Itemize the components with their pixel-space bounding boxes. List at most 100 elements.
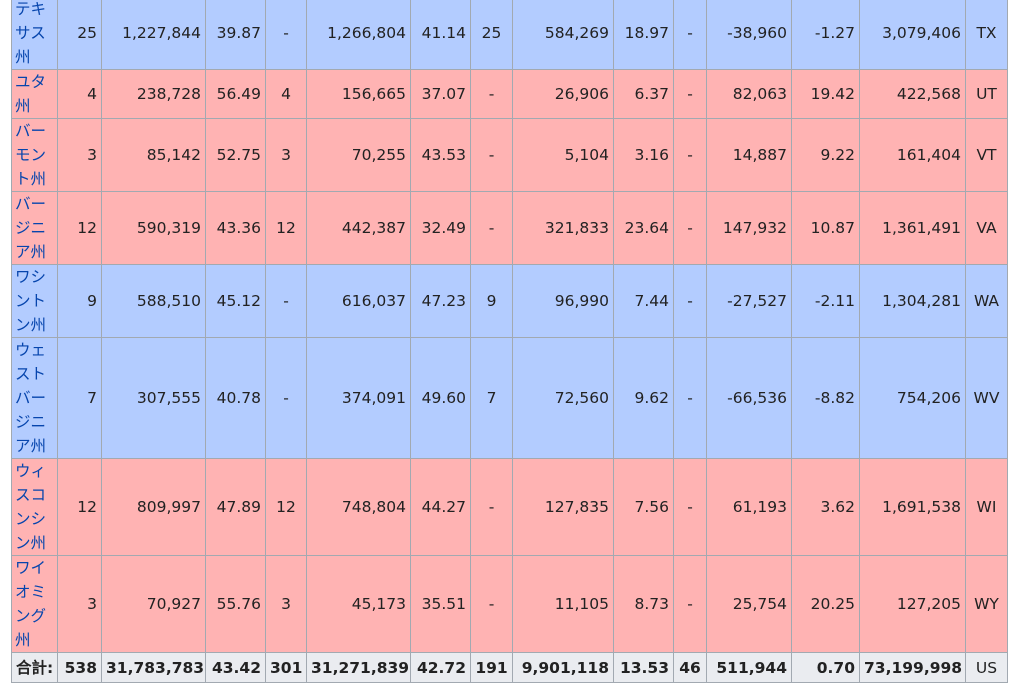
ev-o-cell: - [470, 458, 513, 556]
pct-r-cell: 43.36 [205, 191, 266, 265]
margin-pct-cell: -1.27 [791, 0, 860, 70]
pct-d-cell: 43.53 [410, 118, 471, 192]
ev-x-cell: - [673, 69, 707, 119]
ev-x-cell: - [673, 191, 707, 265]
totals-votes-d-cell: 31,271,839 [306, 652, 411, 683]
state-abbr-cell: WA [965, 264, 1008, 338]
state-abbr-cell: WY [965, 555, 1008, 653]
pct-d-cell: 35.51 [410, 555, 471, 653]
votes-o-cell: 584,269 [512, 0, 614, 70]
ev-x-cell: - [673, 118, 707, 192]
totals-margin-pct-cell: 0.70 [791, 652, 860, 683]
ev-r-cell: 25 [57, 0, 102, 70]
total-votes-cell: 754,206 [859, 337, 966, 459]
ev-d-cell: 4 [265, 69, 307, 119]
votes-r-cell: 70,927 [101, 555, 206, 653]
margin-pct-cell: -8.82 [791, 337, 860, 459]
state-link[interactable]: ワシントン州 [11, 264, 58, 338]
votes-o-cell: 72,560 [512, 337, 614, 459]
ev-x-cell: - [673, 264, 707, 338]
ev-r-cell: 9 [57, 264, 102, 338]
state-link[interactable]: ユタ州 [11, 69, 58, 119]
ev-x-cell: - [673, 555, 707, 653]
total-votes-cell: 1,361,491 [859, 191, 966, 265]
total-votes-cell: 1,304,281 [859, 264, 966, 338]
ev-x-cell: - [673, 458, 707, 556]
pct-o-cell: 7.56 [613, 458, 674, 556]
margin-cell: 14,887 [706, 118, 792, 192]
totals-ev-d-cell: 301 [265, 652, 307, 683]
ev-o-cell: - [470, 118, 513, 192]
ev-d-cell: 12 [265, 191, 307, 265]
ev-d-cell: 3 [265, 555, 307, 653]
votes-r-cell: 307,555 [101, 337, 206, 459]
votes-d-cell: 45,173 [306, 555, 411, 653]
table-row: バーモント州 3 85,142 52.75 3 70,255 43.53-5,104 3.16… [11, 118, 1008, 192]
pct-d-cell: 32.49 [410, 191, 471, 265]
pct-r-cell: 56.49 [205, 69, 266, 119]
state-abbr-cell: VA [965, 191, 1008, 265]
table-row: ユタ州 4 238,728 56.49 4 156,665 37.07-26,906 6.37… [11, 69, 1008, 119]
ev-o-cell: - [470, 191, 513, 265]
votes-o-cell: 26,906 [512, 69, 614, 119]
ev-o-cell: - [470, 69, 513, 119]
state-link[interactable]: バージニア州 [11, 191, 58, 265]
ev-d-cell: 3 [265, 118, 307, 192]
margin-cell: 147,932 [706, 191, 792, 265]
margin-cell: -38,960 [706, 0, 792, 70]
state-link[interactable]: ワイオミング州 [11, 555, 58, 653]
margin-pct-cell: 19.42 [791, 69, 860, 119]
votes-d-cell: 442,387 [306, 191, 411, 265]
pct-r-cell: 52.75 [205, 118, 266, 192]
state-link[interactable]: テキサス州 [11, 0, 58, 70]
pct-o-cell: 3.16 [613, 118, 674, 192]
pct-r-cell: 40.78 [205, 337, 266, 459]
votes-o-cell: 127,835 [512, 458, 614, 556]
ev-d-cell: - [265, 337, 307, 459]
table-row: ワシントン州 9 588,510 45.12-616,037 47.23 9 96,990 7… [11, 264, 1008, 338]
state-link[interactable]: バーモント州 [11, 118, 58, 192]
totals-pct-r-cell: 43.42 [205, 652, 266, 683]
ev-o-cell: - [470, 555, 513, 653]
votes-r-cell: 1,227,844 [101, 0, 206, 70]
votes-o-cell: 96,990 [512, 264, 614, 338]
votes-d-cell: 1,266,804 [306, 0, 411, 70]
table-body: テキサス州 25 1,227,844 39.87-1,266,804 41.14 25 58… [11, 0, 1008, 683]
state-link[interactable]: ウェストバージニア州 [11, 337, 58, 459]
pct-o-cell: 6.37 [613, 69, 674, 119]
votes-o-cell: 5,104 [512, 118, 614, 192]
margin-pct-cell: -2.11 [791, 264, 860, 338]
table-row: ウェストバージニア州 7 307,555 40.78-374,091 49.60 7 72,… [11, 337, 1008, 459]
pct-r-cell: 45.12 [205, 264, 266, 338]
totals-state-abbr-cell: US [965, 652, 1008, 683]
margin-pct-cell: 10.87 [791, 191, 860, 265]
state-abbr-cell: WV [965, 337, 1008, 459]
total-votes-cell: 3,079,406 [859, 0, 966, 70]
votes-r-cell: 588,510 [101, 264, 206, 338]
ev-d-cell: 12 [265, 458, 307, 556]
margin-cell: 25,754 [706, 555, 792, 653]
votes-d-cell: 616,037 [306, 264, 411, 338]
pct-r-cell: 39.87 [205, 0, 266, 70]
margin-cell: -27,527 [706, 264, 792, 338]
votes-r-cell: 85,142 [101, 118, 206, 192]
votes-o-cell: 321,833 [512, 191, 614, 265]
ev-d-cell: - [265, 0, 307, 70]
state-abbr-cell: TX [965, 0, 1008, 70]
ev-r-cell: 12 [57, 458, 102, 556]
votes-r-cell: 238,728 [101, 69, 206, 119]
pct-o-cell: 7.44 [613, 264, 674, 338]
pct-r-cell: 55.76 [205, 555, 266, 653]
pct-r-cell: 47.89 [205, 458, 266, 556]
total-votes-cell: 422,568 [859, 69, 966, 119]
pct-o-cell: 8.73 [613, 555, 674, 653]
totals-row: 合計: 538 31,783,783 43.42 301 31,271,839 42.72 1… [11, 652, 1008, 683]
total-votes-cell: 127,205 [859, 555, 966, 653]
votes-d-cell: 374,091 [306, 337, 411, 459]
margin-pct-cell: 3.62 [791, 458, 860, 556]
state-abbr-cell: VT [965, 118, 1008, 192]
pct-d-cell: 44.27 [410, 458, 471, 556]
state-link[interactable]: ウィスコンシン州 [11, 458, 58, 556]
total-votes-cell: 161,404 [859, 118, 966, 192]
ev-o-cell: 25 [470, 0, 513, 70]
